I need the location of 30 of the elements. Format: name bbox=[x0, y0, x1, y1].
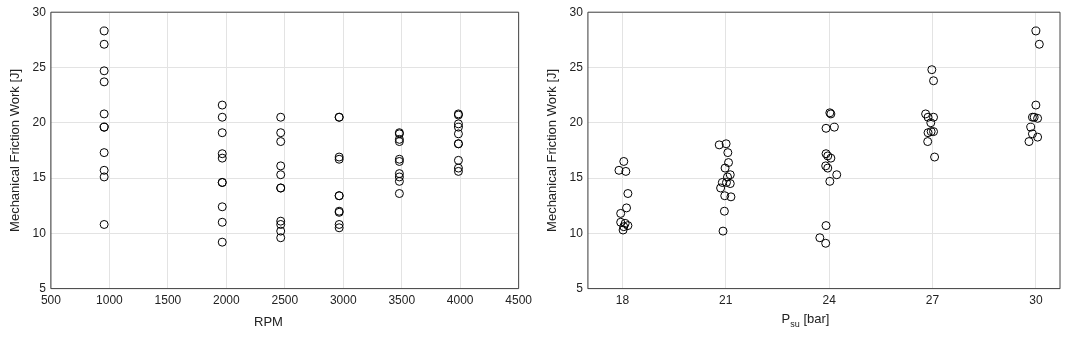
x-tick-label: 18 bbox=[615, 293, 630, 308]
x-tick-label: 2000 bbox=[212, 293, 241, 308]
y-tick-label: 5 bbox=[576, 280, 584, 295]
x-tick-label: 3000 bbox=[329, 293, 357, 308]
y-axis-title: Mechanical Friction Work [J] bbox=[544, 68, 560, 232]
x-tick-label: 21 bbox=[719, 293, 733, 308]
y-tick-label: 15 bbox=[569, 170, 584, 185]
x-tick-label: 4000 bbox=[446, 293, 474, 308]
y-tick-label: 20 bbox=[569, 115, 584, 130]
x-tick-label: 30 bbox=[1029, 293, 1043, 308]
y-axis-title: Mechanical Friction Work [J] bbox=[7, 68, 23, 232]
y-tick-label: 10 bbox=[569, 225, 584, 240]
y-tick-label: 5 bbox=[39, 280, 47, 295]
x-tick-label: 1500 bbox=[154, 293, 182, 308]
x-axis-title: RPM bbox=[253, 314, 284, 329]
x-tick-label: 27 bbox=[925, 293, 940, 308]
y-tick-label: 25 bbox=[32, 59, 47, 74]
y-tick-label: 10 bbox=[32, 225, 47, 240]
y-tick-label: 25 bbox=[569, 59, 584, 74]
x-tick-label: 1000 bbox=[96, 293, 124, 308]
x-tick-label: 24 bbox=[822, 293, 837, 308]
x-tick-label: 3500 bbox=[388, 293, 416, 308]
x-tick-label: 4500 bbox=[505, 293, 533, 308]
x-axis-title: P$_{su}$ [bar] bbox=[780, 311, 831, 329]
x-tick-label: 2500 bbox=[271, 293, 299, 308]
y-tick-label: 20 bbox=[32, 115, 47, 130]
y-tick-label: 15 bbox=[32, 170, 47, 185]
y-tick-label: 30 bbox=[32, 4, 47, 19]
x-tick-label: 500 bbox=[40, 293, 62, 308]
y-tick-label: 30 bbox=[569, 4, 584, 19]
